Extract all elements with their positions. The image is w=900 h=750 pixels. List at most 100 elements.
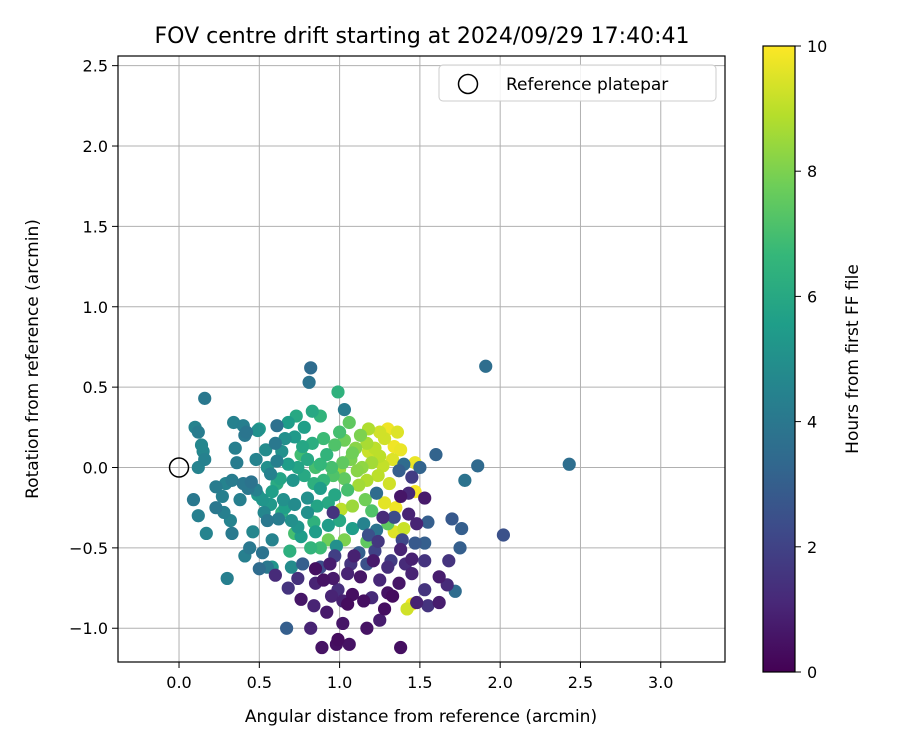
data-point (402, 507, 416, 521)
colorbar-ticks: 0 2 4 6 8 10 (795, 37, 827, 682)
data-point (341, 566, 355, 581)
y-tick-label: 0.0 (83, 459, 108, 478)
data-point (373, 613, 387, 627)
data-point (305, 404, 319, 418)
data-point (337, 472, 352, 486)
data-point (408, 536, 422, 550)
data-point (308, 525, 323, 539)
x-tick-label: 2.5 (568, 673, 593, 692)
data-point (316, 431, 331, 446)
data-point (308, 562, 323, 576)
x-tick-label: 1.5 (407, 673, 432, 692)
plot-area (118, 56, 725, 662)
data-point (377, 602, 392, 616)
data-point (244, 475, 258, 489)
data-point (300, 491, 315, 505)
data-point (198, 391, 212, 405)
data-point (268, 568, 282, 582)
data-point (271, 512, 286, 526)
data-point (270, 419, 284, 433)
colorbar (762, 45, 796, 673)
data-point (230, 456, 244, 470)
data-point (304, 621, 318, 635)
data-point (283, 544, 297, 558)
scatter-points (186, 359, 576, 655)
data-point (324, 589, 339, 603)
data-point (199, 526, 213, 541)
data-point (265, 485, 279, 499)
data-point (453, 541, 467, 555)
data-point (400, 602, 414, 616)
data-point (284, 513, 299, 528)
data-point (320, 448, 334, 462)
y-axis-ticks: −1.0 −0.5 0.0 0.5 1.0 1.5 2.0 2.5 (69, 57, 118, 638)
data-point (360, 621, 374, 635)
data-point (353, 428, 368, 442)
data-point (405, 470, 419, 484)
data-point (410, 595, 424, 610)
data-point (342, 637, 356, 651)
data-point (352, 478, 366, 492)
data-point (313, 541, 327, 555)
data-point (296, 440, 310, 454)
data-point (288, 497, 302, 512)
colorbar-tick-label: 8 (807, 162, 817, 181)
data-point (394, 542, 408, 557)
data-point (243, 541, 257, 555)
data-point (194, 438, 209, 452)
data-point (337, 403, 352, 417)
data-point (228, 441, 242, 455)
data-point (371, 534, 385, 549)
data-point (342, 415, 356, 430)
data-point (276, 493, 290, 507)
data-point (358, 493, 372, 507)
data-point (304, 361, 318, 375)
data-point (297, 420, 311, 434)
data-point (361, 528, 376, 542)
data-point (323, 557, 337, 571)
data-point (263, 467, 278, 481)
data-point (225, 473, 239, 487)
data-point (310, 499, 324, 513)
data-point (442, 554, 456, 568)
plot-frame (117, 55, 726, 663)
data-point (186, 493, 201, 507)
legend-label: Reference platepar (506, 75, 668, 95)
data-point (294, 592, 308, 606)
data-point (265, 533, 279, 547)
data-point (350, 464, 364, 478)
data-point (270, 454, 284, 468)
data-point (432, 595, 446, 610)
data-point (198, 452, 212, 467)
data-point (397, 521, 411, 536)
data-point (341, 483, 355, 497)
data-point (385, 452, 400, 467)
data-point (246, 525, 260, 539)
data-point (307, 599, 321, 613)
data-point (345, 499, 360, 513)
data-point (377, 496, 392, 510)
data-point (281, 457, 295, 471)
data-point (209, 480, 223, 494)
y-tick-label: 1.5 (83, 217, 108, 236)
data-point (328, 488, 342, 502)
data-point (255, 493, 270, 507)
data-point (321, 518, 335, 532)
colorbar-tick-label: 2 (807, 538, 817, 557)
data-point (471, 459, 485, 473)
data-point (394, 489, 408, 504)
data-point (300, 505, 315, 520)
data-point (296, 557, 310, 571)
data-point (418, 583, 432, 597)
data-point (392, 576, 406, 590)
data-point (345, 446, 360, 460)
data-point (413, 460, 427, 475)
data-point (366, 554, 380, 568)
data-point (302, 375, 316, 389)
y-tick-label: 1.0 (83, 298, 108, 317)
x-axis-ticks: 0.0 0.5 1.0 1.5 2.0 2.5 3.0 (166, 662, 673, 692)
data-point (280, 621, 294, 635)
data-point (410, 517, 424, 531)
data-point (300, 452, 315, 467)
data-point (225, 526, 239, 541)
